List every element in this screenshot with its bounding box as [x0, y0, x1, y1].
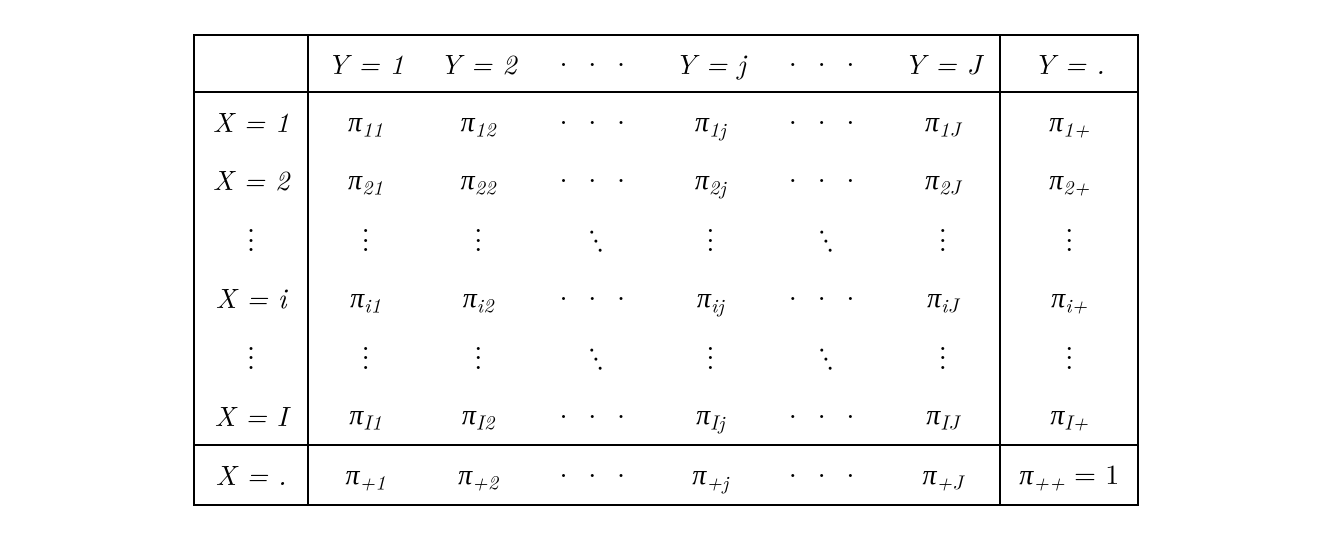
vdots-c7: ...: [1000, 209, 1138, 269]
rowhead-x1: X = 1: [194, 92, 309, 151]
cell-ij: πij: [657, 269, 764, 327]
vdots-c6: ...: [886, 209, 1000, 269]
cell-iJ: πiJ: [886, 269, 1000, 327]
cell-Iplus: πI+: [1000, 386, 1138, 445]
row-x2: X = 2 π21 π22 ··· π2j ··· π2J π2+: [194, 151, 1139, 209]
cell-12: π12: [422, 92, 535, 151]
cell-1plus: π1+: [1000, 92, 1138, 151]
cell-i1: πi1: [308, 269, 422, 327]
row-xi: X = i πi1 πi2 ··· πij ··· πiJ πi+: [194, 269, 1139, 327]
header-cdots-2: ···: [764, 35, 886, 92]
header-cdots-1: ···: [535, 35, 657, 92]
cell-pj: π+j: [657, 445, 764, 505]
row-vdots-2: ... ... ... ... ... ... ... ...: [194, 327, 1139, 387]
cell-Icdots1: ···: [535, 386, 657, 445]
header-y2: Y = 2: [422, 35, 535, 92]
cell-Icdots2: ···: [764, 386, 886, 445]
cell-icdots2: ···: [764, 269, 886, 327]
cell-pJ: π+J: [886, 445, 1000, 505]
cell-I2: πI2: [422, 386, 535, 445]
cell-1cdots1: ···: [535, 92, 657, 151]
contingency-table: Y = 1 Y = 2 ··· Y = j ··· Y = J Y = . X …: [193, 34, 1140, 506]
cell-11: π11: [308, 92, 422, 151]
vdots-c4: ...: [657, 209, 764, 269]
cell-pcdots2: ···: [764, 445, 886, 505]
row-xI: X = I πI1 πI2 ··· πIj ··· πIJ πI+: [194, 386, 1139, 445]
cell-pp: π++ = 1: [1000, 445, 1138, 505]
vdots2-c0: ...: [194, 327, 309, 387]
vdots2-c6: ...: [886, 327, 1000, 387]
header-blank: [194, 35, 309, 92]
rowhead-xI: X = I: [194, 386, 309, 445]
cell-2cdots1: ···: [535, 151, 657, 209]
cell-icdots1: ···: [535, 269, 657, 327]
row-xdot: X = . π+1 π+2 ··· π+j ··· π+J π++ = 1: [194, 445, 1139, 505]
row-x1: X = 1 π11 π12 ··· π1j ··· π1J π1+: [194, 92, 1139, 151]
vdots-c2: ...: [422, 209, 535, 269]
rowhead-xdot: X = .: [194, 445, 309, 505]
cell-I1: πI1: [308, 386, 422, 445]
header-yJ: Y = J: [886, 35, 1000, 92]
vdots2-c1: ...: [308, 327, 422, 387]
header-row: Y = 1 Y = 2 ··· Y = j ··· Y = J Y = .: [194, 35, 1139, 92]
ddots-c5: ...: [764, 209, 886, 269]
cell-1J: π1J: [886, 92, 1000, 151]
ddots-c3: ...: [535, 209, 657, 269]
vdots-c1: ...: [308, 209, 422, 269]
header-y1: Y = 1: [308, 35, 422, 92]
cell-i2: πi2: [422, 269, 535, 327]
row-vdots-1: ... ... ... ... ... ... ... ...: [194, 209, 1139, 269]
cell-iplus: πi+: [1000, 269, 1138, 327]
vdots2-c7: ...: [1000, 327, 1138, 387]
cell-1j: π1j: [657, 92, 764, 151]
cell-IJ: πIJ: [886, 386, 1000, 445]
vdots2-c2: ...: [422, 327, 535, 387]
cell-pcdots1: ···: [535, 445, 657, 505]
header-yj: Y = j: [657, 35, 764, 92]
rowhead-xi: X = i: [194, 269, 309, 327]
cell-1cdots2: ···: [764, 92, 886, 151]
cell-p1: π+1: [308, 445, 422, 505]
vdots2-c4: ...: [657, 327, 764, 387]
ddots2-c3: ...: [535, 327, 657, 387]
ddots2-c5: ...: [764, 327, 886, 387]
cell-2cdots2: ···: [764, 151, 886, 209]
cell-p2: π+2: [422, 445, 535, 505]
cell-Ij: πIj: [657, 386, 764, 445]
vdots-c0: ...: [194, 209, 309, 269]
header-ydot: Y = .: [1000, 35, 1138, 92]
